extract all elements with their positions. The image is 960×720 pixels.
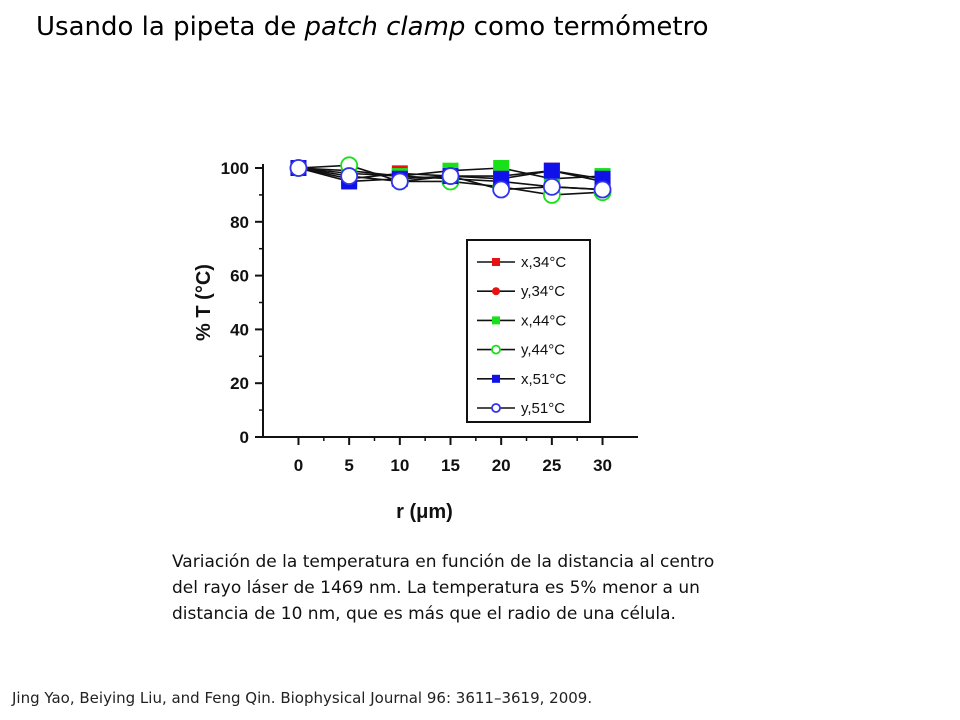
- legend-label-1: x,34°C: [521, 254, 566, 271]
- legend-label-6: y,51°C: [521, 400, 565, 417]
- x-tick-label: 25: [542, 456, 561, 475]
- x-tick-label: 20: [492, 456, 511, 475]
- title-text-end: como termómetro: [465, 12, 709, 42]
- y-tick-label: 100: [221, 159, 249, 178]
- title-text-italic: patch clamp: [304, 12, 466, 42]
- x-tick-label: 10: [390, 456, 409, 475]
- legend-marker-1: [492, 258, 500, 266]
- legend-label-4: y,44°C: [521, 342, 565, 359]
- y-tick-label: 40: [230, 320, 249, 339]
- data-point-5-6: [543, 162, 560, 179]
- legend-box: [466, 239, 591, 423]
- legend-label-5: x,51°C: [521, 371, 566, 388]
- legend-marker-5: [492, 374, 500, 383]
- x-tick-label: 15: [441, 456, 460, 475]
- x-tick-label: 0: [294, 456, 303, 475]
- title-text-start: Usando la pipeta de: [36, 12, 305, 42]
- y-tick-label: 80: [230, 213, 249, 232]
- data-point-6-7: [593, 180, 612, 199]
- legend-marker-2: [492, 287, 500, 296]
- citation: Jing Yao, Beiying Liu, and Feng Qin. Bio…: [12, 689, 593, 707]
- y-tick-label: 20: [230, 374, 249, 393]
- legend-marker-6: [491, 403, 501, 413]
- data-point-6-3: [390, 172, 409, 191]
- x-tick-label: 5: [344, 456, 353, 475]
- data-point-6-5: [492, 180, 511, 199]
- slide-title: Usando la pipeta de patch clamp como ter…: [36, 12, 709, 42]
- temperature-chart: 0 20 40 60 80 100 0 5 10 15 20 25 30 r (μm) % T (°C) x…: [193, 156, 638, 523]
- y-tick-label: 0: [240, 428, 249, 447]
- data-point-6-1: [289, 159, 308, 177]
- chart-axes: 0 20 40 60 80 100 0 5 10 15 20 25 30 r (μm) % T (°C): [193, 159, 638, 523]
- chart-legend: x,34°C y,34°C x,44°C y,44°C x,51°C y,51°C: [466, 239, 591, 423]
- legend-marker-3: [492, 316, 500, 325]
- legend-label-2: y,34°C: [521, 283, 565, 300]
- x-tick-label: 30: [593, 456, 612, 475]
- y-axis-label: % T (°C): [193, 264, 215, 341]
- x-axis-label: r (μm): [396, 501, 453, 523]
- data-point-6-2: [340, 167, 359, 185]
- chart-markers: [289, 156, 612, 204]
- legend-marker-4: [491, 344, 501, 355]
- legend-label-3: x,44°C: [521, 312, 566, 329]
- figure-caption: Variación de la temperatura en función d…: [172, 552, 715, 624]
- data-point-6-4: [441, 167, 460, 185]
- y-tick-label: 60: [230, 267, 249, 286]
- data-point-6-6: [542, 177, 561, 196]
